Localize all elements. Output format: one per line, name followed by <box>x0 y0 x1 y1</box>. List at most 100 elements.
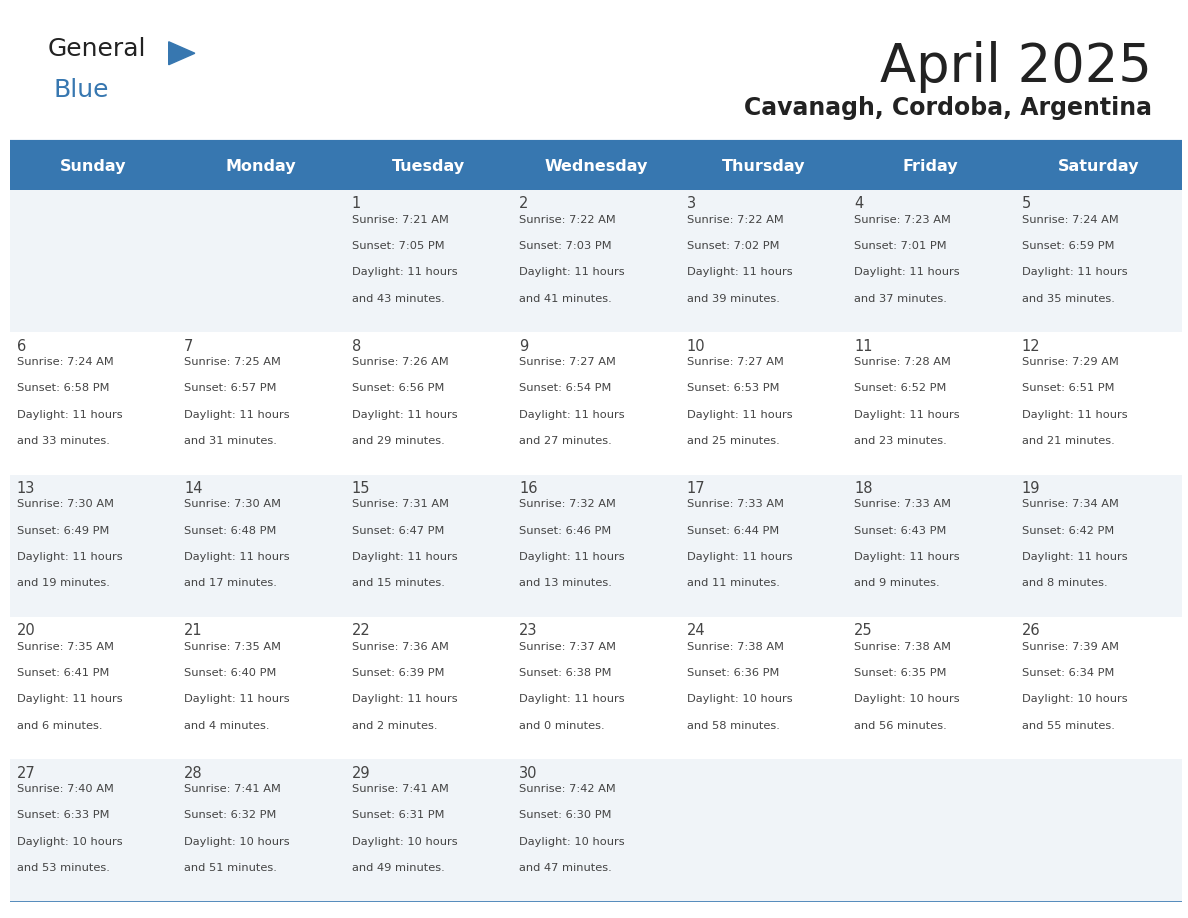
Text: 6: 6 <box>17 339 26 353</box>
Text: Sunset: 6:54 PM: Sunset: 6:54 PM <box>519 384 612 394</box>
Text: Sunrise: 7:24 AM: Sunrise: 7:24 AM <box>17 357 113 367</box>
Text: Sunrise: 7:38 AM: Sunrise: 7:38 AM <box>854 642 952 652</box>
Text: Sunrise: 7:26 AM: Sunrise: 7:26 AM <box>352 357 448 367</box>
Text: Daylight: 11 hours: Daylight: 11 hours <box>17 694 122 704</box>
Text: Sunrise: 7:41 AM: Sunrise: 7:41 AM <box>184 784 282 794</box>
Text: 5: 5 <box>1022 196 1031 211</box>
Text: Sunrise: 7:40 AM: Sunrise: 7:40 AM <box>17 784 114 794</box>
Text: Daylight: 11 hours: Daylight: 11 hours <box>854 552 960 562</box>
Text: and 11 minutes.: and 11 minutes. <box>687 578 779 588</box>
Text: Thursday: Thursday <box>721 159 805 174</box>
Text: Sunset: 6:46 PM: Sunset: 6:46 PM <box>519 526 612 536</box>
Text: 18: 18 <box>854 481 873 496</box>
Text: 23: 23 <box>519 623 538 638</box>
Text: and 33 minutes.: and 33 minutes. <box>17 436 109 446</box>
Text: 26: 26 <box>1022 623 1041 638</box>
Text: Sunrise: 7:38 AM: Sunrise: 7:38 AM <box>687 642 784 652</box>
Text: Sunset: 6:35 PM: Sunset: 6:35 PM <box>854 668 947 678</box>
Text: 22: 22 <box>352 623 371 638</box>
Text: and 35 minutes.: and 35 minutes. <box>1022 294 1114 304</box>
Text: Sunrise: 7:35 AM: Sunrise: 7:35 AM <box>17 642 114 652</box>
Text: and 43 minutes.: and 43 minutes. <box>352 294 444 304</box>
Text: Sunrise: 7:30 AM: Sunrise: 7:30 AM <box>184 499 282 509</box>
Text: 24: 24 <box>687 623 706 638</box>
Text: Daylight: 10 hours: Daylight: 10 hours <box>1022 694 1127 704</box>
Text: Sunset: 6:34 PM: Sunset: 6:34 PM <box>1022 668 1114 678</box>
Text: 17: 17 <box>687 481 706 496</box>
Text: Sunset: 6:41 PM: Sunset: 6:41 PM <box>17 668 109 678</box>
Text: and 39 minutes.: and 39 minutes. <box>687 294 779 304</box>
Text: Sunrise: 7:31 AM: Sunrise: 7:31 AM <box>352 499 449 509</box>
Text: Sunset: 7:05 PM: Sunset: 7:05 PM <box>352 241 444 252</box>
Text: and 55 minutes.: and 55 minutes. <box>1022 721 1114 731</box>
Text: 12: 12 <box>1022 339 1041 353</box>
Text: Sunset: 6:48 PM: Sunset: 6:48 PM <box>184 526 277 536</box>
Text: Sunrise: 7:39 AM: Sunrise: 7:39 AM <box>1022 642 1119 652</box>
Text: Daylight: 10 hours: Daylight: 10 hours <box>352 836 457 846</box>
Text: and 2 minutes.: and 2 minutes. <box>352 721 437 731</box>
Text: Daylight: 11 hours: Daylight: 11 hours <box>687 267 792 277</box>
Text: Daylight: 11 hours: Daylight: 11 hours <box>1022 409 1127 420</box>
Text: and 15 minutes.: and 15 minutes. <box>352 578 444 588</box>
Text: Sunrise: 7:27 AM: Sunrise: 7:27 AM <box>519 357 617 367</box>
Text: and 23 minutes.: and 23 minutes. <box>854 436 947 446</box>
Text: and 53 minutes.: and 53 minutes. <box>17 863 109 873</box>
Text: Daylight: 11 hours: Daylight: 11 hours <box>352 552 457 562</box>
Text: 30: 30 <box>519 766 538 780</box>
Text: Daylight: 11 hours: Daylight: 11 hours <box>519 267 625 277</box>
Text: Sunset: 6:51 PM: Sunset: 6:51 PM <box>1022 384 1114 394</box>
Text: Sunrise: 7:27 AM: Sunrise: 7:27 AM <box>687 357 784 367</box>
Text: Sunrise: 7:24 AM: Sunrise: 7:24 AM <box>1022 215 1118 225</box>
Text: Sunset: 6:44 PM: Sunset: 6:44 PM <box>687 526 779 536</box>
Text: and 47 minutes.: and 47 minutes. <box>519 863 612 873</box>
Text: April 2025: April 2025 <box>880 41 1152 94</box>
Text: Daylight: 11 hours: Daylight: 11 hours <box>17 409 122 420</box>
Text: Sunset: 6:58 PM: Sunset: 6:58 PM <box>17 384 109 394</box>
Text: and 29 minutes.: and 29 minutes. <box>352 436 444 446</box>
Text: Daylight: 11 hours: Daylight: 11 hours <box>854 409 960 420</box>
Text: 4: 4 <box>854 196 864 211</box>
Text: and 27 minutes.: and 27 minutes. <box>519 436 612 446</box>
Text: Sunset: 6:57 PM: Sunset: 6:57 PM <box>184 384 277 394</box>
Text: Daylight: 11 hours: Daylight: 11 hours <box>17 552 122 562</box>
Text: 8: 8 <box>352 339 361 353</box>
Text: and 25 minutes.: and 25 minutes. <box>687 436 779 446</box>
Text: Sunset: 6:36 PM: Sunset: 6:36 PM <box>687 668 779 678</box>
Text: Cavanagh, Cordoba, Argentina: Cavanagh, Cordoba, Argentina <box>745 96 1152 120</box>
Text: Daylight: 11 hours: Daylight: 11 hours <box>352 409 457 420</box>
Text: Daylight: 11 hours: Daylight: 11 hours <box>519 552 625 562</box>
Text: 14: 14 <box>184 481 203 496</box>
Text: Friday: Friday <box>903 159 959 174</box>
Text: 11: 11 <box>854 339 873 353</box>
Text: Sunrise: 7:37 AM: Sunrise: 7:37 AM <box>519 642 617 652</box>
Text: 25: 25 <box>854 623 873 638</box>
Text: and 21 minutes.: and 21 minutes. <box>1022 436 1114 446</box>
Text: and 13 minutes.: and 13 minutes. <box>519 578 612 588</box>
Text: Daylight: 10 hours: Daylight: 10 hours <box>184 836 290 846</box>
Text: Sunset: 6:42 PM: Sunset: 6:42 PM <box>1022 526 1114 536</box>
Text: Sunset: 6:52 PM: Sunset: 6:52 PM <box>854 384 947 394</box>
Text: and 31 minutes.: and 31 minutes. <box>184 436 277 446</box>
Text: 13: 13 <box>17 481 34 496</box>
Text: Sunset: 6:31 PM: Sunset: 6:31 PM <box>352 811 444 821</box>
Text: Sunrise: 7:35 AM: Sunrise: 7:35 AM <box>184 642 282 652</box>
Text: Daylight: 11 hours: Daylight: 11 hours <box>519 409 625 420</box>
Text: 10: 10 <box>687 339 706 353</box>
Text: Blue: Blue <box>53 78 109 102</box>
Text: Monday: Monday <box>226 159 296 174</box>
Text: Daylight: 11 hours: Daylight: 11 hours <box>184 409 290 420</box>
Text: Daylight: 11 hours: Daylight: 11 hours <box>352 694 457 704</box>
Text: and 9 minutes.: and 9 minutes. <box>854 578 940 588</box>
Text: Daylight: 11 hours: Daylight: 11 hours <box>1022 267 1127 277</box>
Text: 29: 29 <box>352 766 371 780</box>
Text: 15: 15 <box>352 481 371 496</box>
Text: Sunrise: 7:36 AM: Sunrise: 7:36 AM <box>352 642 449 652</box>
Text: General: General <box>48 37 146 61</box>
Text: and 4 minutes.: and 4 minutes. <box>184 721 270 731</box>
Text: Sunrise: 7:23 AM: Sunrise: 7:23 AM <box>854 215 952 225</box>
Text: Sunrise: 7:33 AM: Sunrise: 7:33 AM <box>854 499 952 509</box>
Text: Saturday: Saturday <box>1057 159 1139 174</box>
Text: Daylight: 10 hours: Daylight: 10 hours <box>854 694 960 704</box>
Text: Sunset: 6:53 PM: Sunset: 6:53 PM <box>687 384 779 394</box>
Text: Daylight: 11 hours: Daylight: 11 hours <box>687 409 792 420</box>
